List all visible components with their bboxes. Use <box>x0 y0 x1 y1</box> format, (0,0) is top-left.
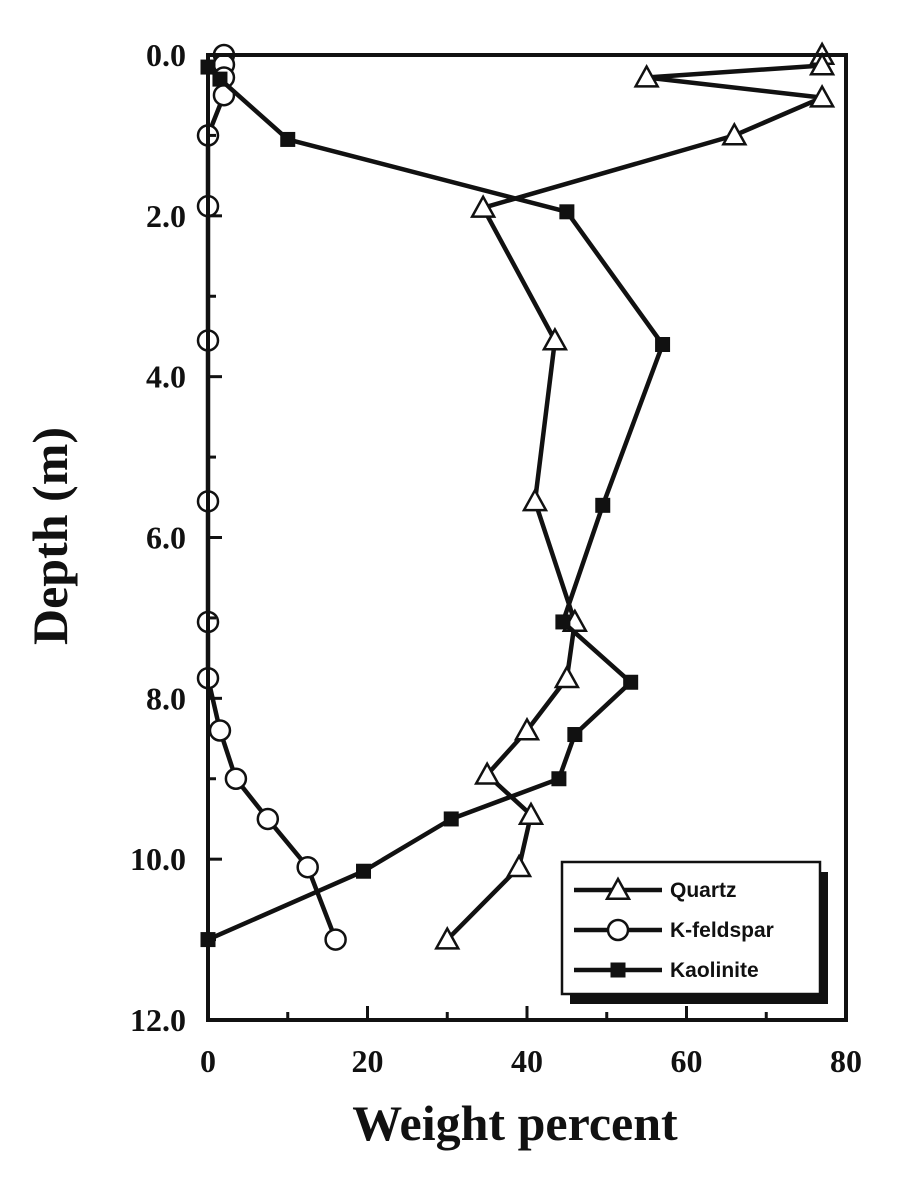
y-tick-label: 12.0 <box>130 1002 186 1038</box>
x-tick-label: 0 <box>200 1043 216 1079</box>
data-point-kaolinite <box>356 863 372 879</box>
data-point-quartz <box>470 194 497 218</box>
data-point-kaolinite <box>443 811 459 827</box>
data-point-kaolinite <box>655 337 671 352</box>
data-point-quartz <box>808 51 836 76</box>
legend-marker-kaolinite <box>610 962 626 978</box>
series-line-quartz <box>445 55 825 942</box>
legend-entry-k-feldspar: K-feldspar <box>574 918 774 942</box>
y-tick-label: 8.0 <box>146 680 186 716</box>
x-tick-label: 60 <box>671 1043 703 1079</box>
data-point-kaolinite <box>551 771 567 787</box>
legend-label-k-feldspar: K-feldspar <box>670 919 774 942</box>
x-tick-label: 80 <box>830 1043 862 1079</box>
series-kaolinite <box>200 59 671 948</box>
data-point-kaolinite <box>555 614 571 630</box>
axes: 0 20 40 60 80 0.0 2.0 4.0 6.0 8.0 10.0 12.0 <box>130 37 862 1079</box>
y-tick-label: 0.0 <box>146 37 186 73</box>
data-point-k-feldspar <box>296 855 319 879</box>
data-point-kaolinite <box>280 131 296 147</box>
y-tick-label: 4.0 <box>146 359 186 395</box>
data-point-quartz <box>521 487 549 512</box>
x-axis-title: Weight percent <box>352 1095 678 1151</box>
legend: Quartz K-feldspar Kaolinite <box>560 860 828 1004</box>
data-point-quartz <box>474 761 501 785</box>
data-point-kaolinite <box>212 71 228 87</box>
x-tick-label: 20 <box>352 1043 384 1079</box>
data-point-quartz <box>513 716 541 741</box>
data-point-quartz <box>808 84 836 108</box>
data-point-kaolinite <box>595 497 611 513</box>
series-k-feldspar <box>196 43 347 951</box>
y-axis-title: Depth (m) <box>22 427 78 645</box>
y-tick-label: 6.0 <box>146 520 186 556</box>
data-point-k-feldspar <box>224 767 248 790</box>
x-tick-label: 40 <box>511 1043 543 1079</box>
data-point-k-feldspar <box>256 807 280 831</box>
data-point-quartz <box>517 801 545 825</box>
series-line-kaolinite <box>206 65 665 942</box>
y-tick-label: 10.0 <box>130 841 186 877</box>
legend-entry-quartz: Quartz <box>574 876 737 902</box>
legend-label-kaolinite: Kaolinite <box>670 959 759 982</box>
series-quartz <box>434 41 836 950</box>
data-point-k-feldspar <box>324 928 347 951</box>
legend-label-quartz: Quartz <box>670 879 737 902</box>
data-point-kaolinite <box>623 674 639 690</box>
data-point-quartz <box>721 121 748 146</box>
data-point-k-feldspar <box>208 719 232 742</box>
plot-area <box>196 41 836 951</box>
data-point-quartz <box>434 926 461 950</box>
data-point-quartz <box>553 664 580 689</box>
legend-marker-k-feldspar <box>606 918 630 942</box>
data-point-quartz <box>505 853 533 878</box>
data-point-kaolinite <box>559 204 575 220</box>
data-point-quartz <box>633 63 660 88</box>
legend-entry-kaolinite: Kaolinite <box>574 959 759 982</box>
data-point-kaolinite <box>567 727 583 743</box>
legend-marker-quartz <box>604 876 632 901</box>
series-line-k-feldspar <box>205 55 338 941</box>
y-tick-label: 2.0 <box>146 198 186 234</box>
data-point-quartz <box>541 326 569 351</box>
